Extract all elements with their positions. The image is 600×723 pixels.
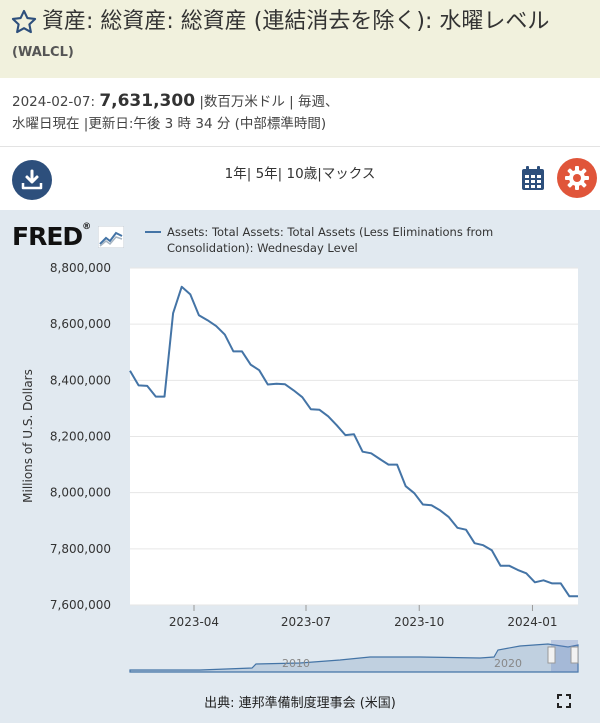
download-button[interactable] <box>12 160 52 200</box>
fred-logo-reg: ® <box>82 222 91 232</box>
series-layer <box>129 285 579 598</box>
y-tick-label: 8,000,000 <box>50 486 111 500</box>
x-tick-label: 2023-04 <box>169 615 219 629</box>
divider <box>0 146 600 147</box>
series-id: (WALCL) <box>12 45 74 60</box>
x-tick-label: 2023-10 <box>394 615 444 629</box>
chart-panel: FRED® Assets: Total Assets: Total Assets… <box>0 210 600 723</box>
observation-date: 2024-02-07: <box>12 94 96 110</box>
y-tick-label: 7,800,000 <box>50 542 111 556</box>
chart-canvas[interactable]: 7,600,000 7,800,000 8,000,000 8,200,000 8,40… <box>0 210 600 723</box>
download-icon <box>21 169 43 190</box>
x-tick-label: 2024-01 <box>507 615 557 629</box>
gear-icon <box>565 166 589 190</box>
settings-button[interactable] <box>557 158 597 198</box>
y-tick-labels: 7,600,000 7,800,000 8,000,000 8,200,000 8,40… <box>50 261 111 612</box>
range-separator: | <box>277 166 283 182</box>
star-outline-icon[interactable] <box>10 8 38 36</box>
fred-logo-text: FRED <box>12 222 83 251</box>
y-axis-label: Millions of U.S. Dollars <box>21 369 35 503</box>
x-tick-label: 2023-07 <box>281 615 331 629</box>
legend-series-name: Assets: Total Assets: Total Assets (Less… <box>167 225 494 255</box>
navigator[interactable]: 2010 2020 <box>129 638 579 674</box>
observation-meta: 2024-02-07: 7,631,300 |数百万米ドル | 毎週、 水曜日現… <box>12 90 592 135</box>
y-tick-label: 8,200,000 <box>50 430 111 444</box>
range-1y[interactable]: 1年 <box>224 166 247 182</box>
y-tick-label: 8,400,000 <box>50 373 111 387</box>
meta-line-1: 2024-02-07: 7,631,300 |数百万米ドル | 毎週、 <box>12 90 592 113</box>
units-frequency: |数百万米ドル | 毎週、 <box>199 94 339 110</box>
y-tick-label: 7,600,000 <box>50 598 111 612</box>
legend-swatch <box>145 231 161 233</box>
series-header: 資産: 総資産: 総資産 (連結消去を除く): 水曜レベル (WALCL) <box>0 0 600 78</box>
chart-legend: Assets: Total Assets: Total Assets (Less… <box>145 224 495 256</box>
navigator-handle-right[interactable] <box>570 646 579 664</box>
navigator-label-2020: 2020 <box>494 657 522 670</box>
y-tick-label: 8,600,000 <box>50 317 111 331</box>
page-title: 資産: 総資産: 総資産 (連結消去を除く): 水曜レベル <box>42 9 550 34</box>
navigator-handle-left[interactable] <box>547 646 556 664</box>
range-5y[interactable]: 5年 <box>255 166 278 182</box>
navigator-label-2010: 2010 <box>282 657 310 670</box>
range-10y[interactable]: 10歳 <box>286 166 318 182</box>
series-line[interactable] <box>129 285 579 598</box>
x-tick-labels: 2023-04 2023-07 2023-10 2024-01 <box>169 605 558 629</box>
chart-logo-icon <box>97 225 125 249</box>
source-note: 出典: 連邦準備制度理事会 (米国) <box>204 696 396 711</box>
meta-line-2: 水曜日現在 |更新日:午後 3 時 34 分 (中部標準時間) <box>12 116 327 132</box>
range-max[interactable]: マックス <box>321 166 376 182</box>
fullscreen-icon[interactable] <box>557 694 571 708</box>
range-separator: | <box>317 166 322 182</box>
date-range-selector: 1年| 5年| 10歳|マックス <box>0 162 600 182</box>
y-tick-label: 8,800,000 <box>50 261 111 275</box>
observation-value: 7,631,300 <box>99 91 196 111</box>
fred-logo: FRED® <box>12 222 125 251</box>
calendar-icon[interactable] <box>521 165 545 191</box>
range-separator: | <box>246 166 252 182</box>
